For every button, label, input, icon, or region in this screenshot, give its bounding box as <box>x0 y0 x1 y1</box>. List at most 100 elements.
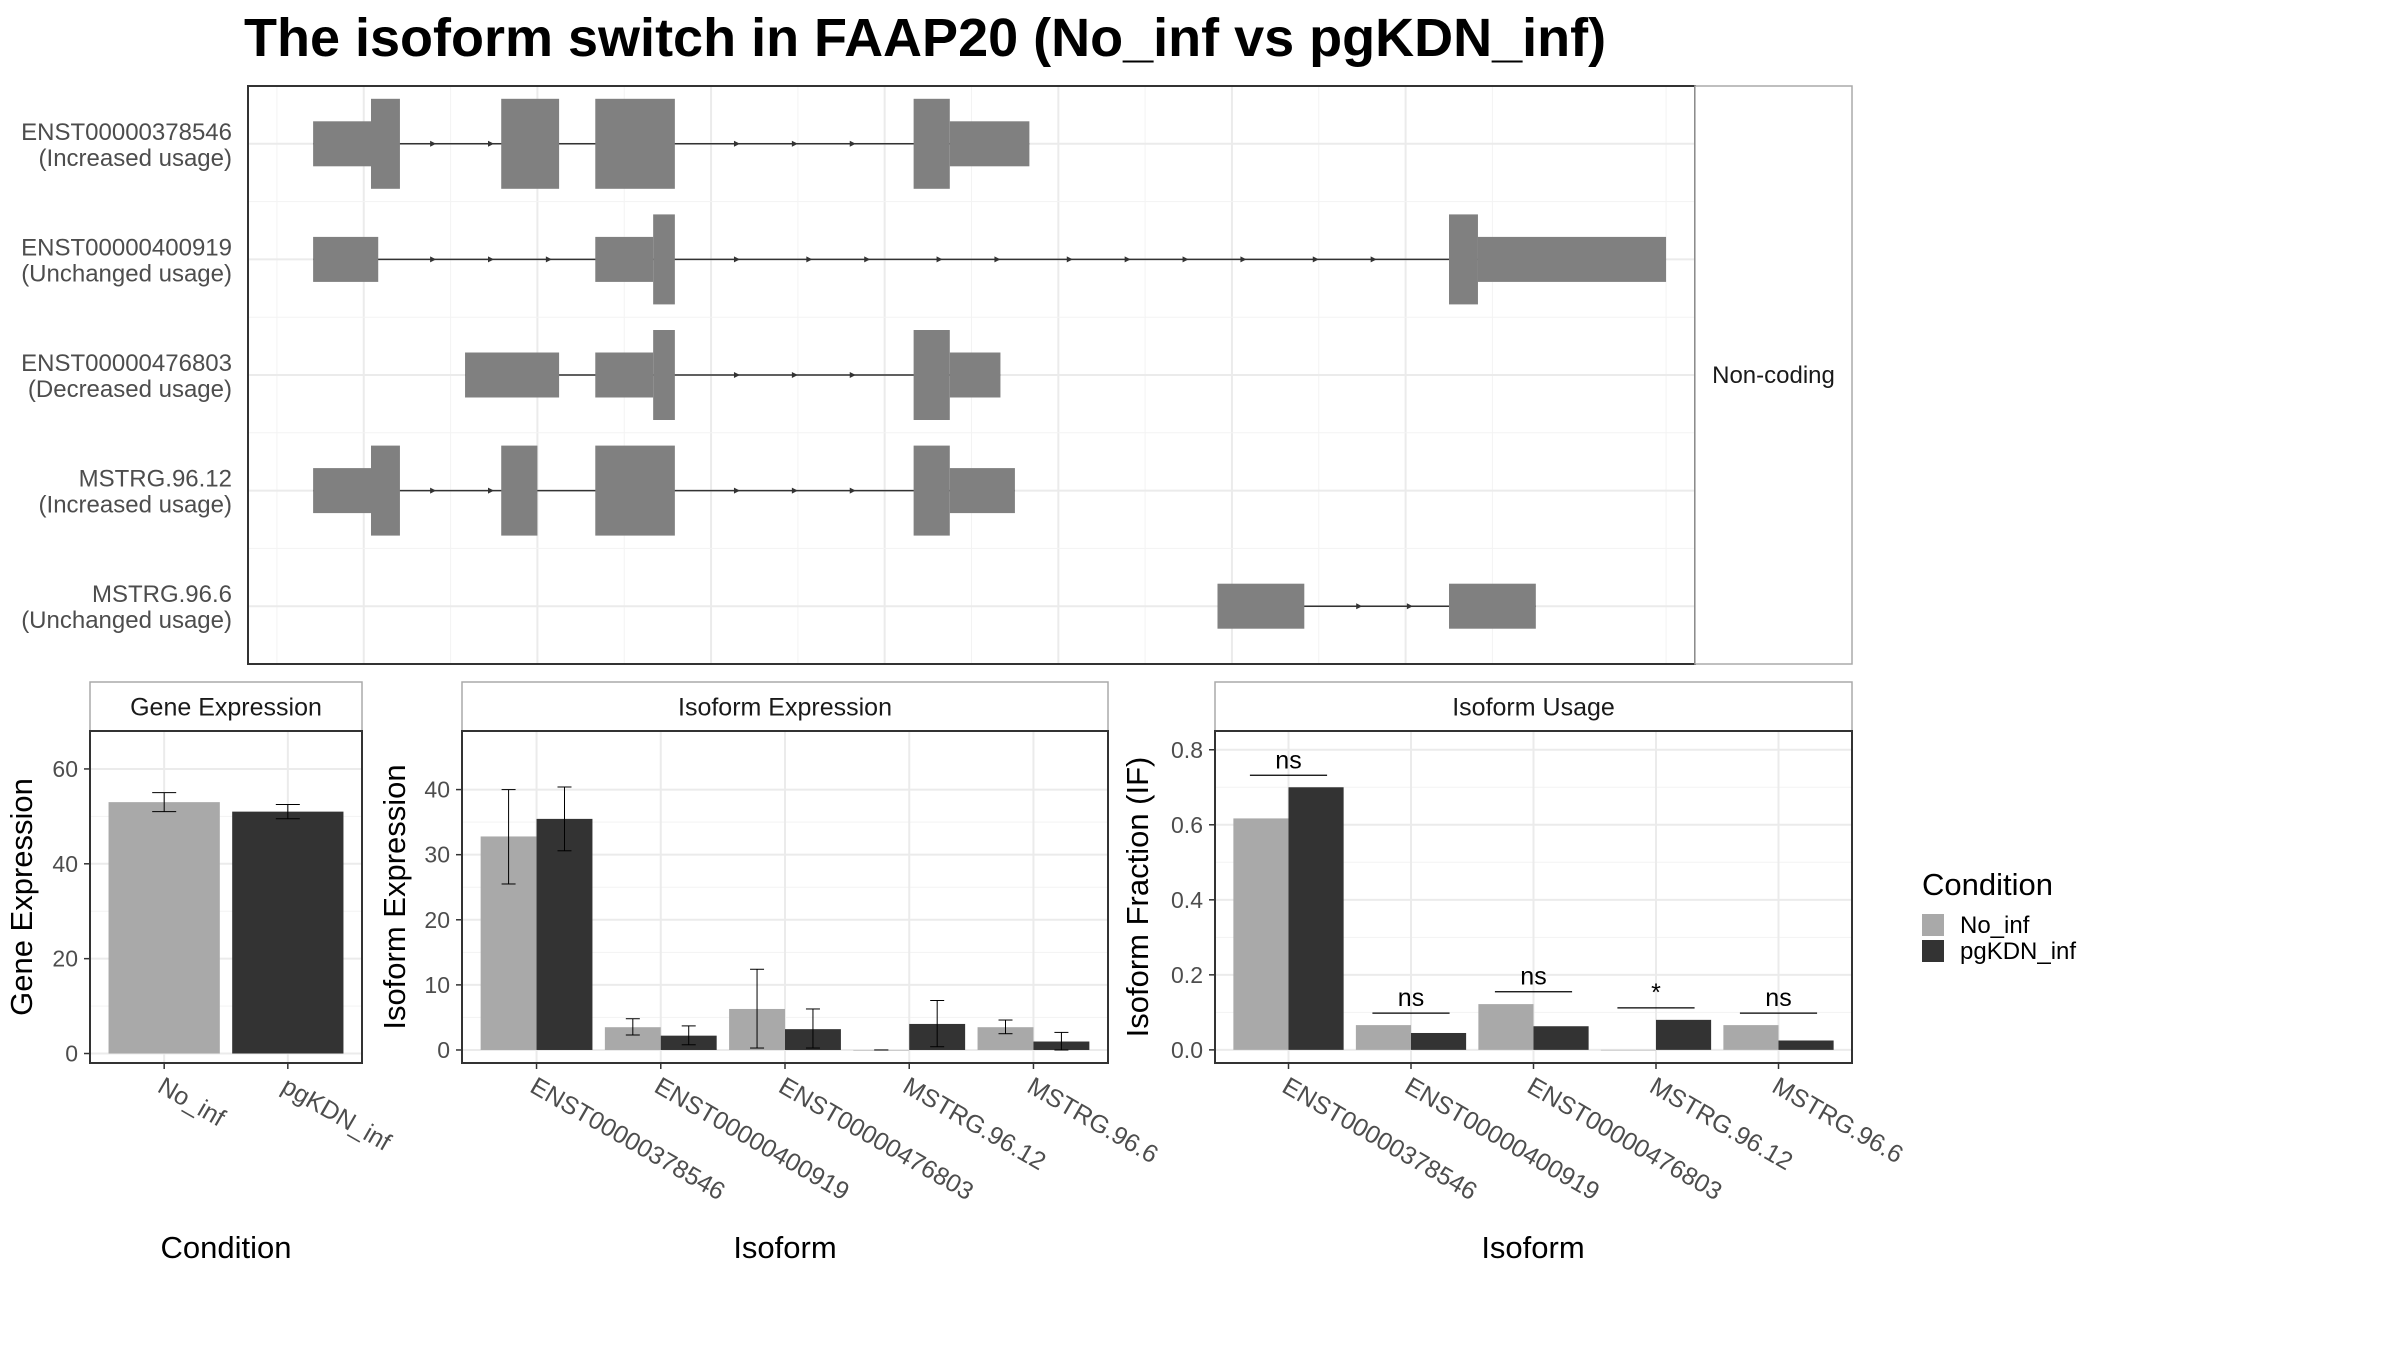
intron-arrow <box>849 487 856 494</box>
bar <box>1533 1026 1589 1050</box>
y-tick-label: 0.4 <box>1171 887 1203 913</box>
structure-side-strip <box>1694 85 1853 665</box>
intron-arrow <box>430 487 437 494</box>
intron-arrow <box>936 256 943 263</box>
bar <box>1288 787 1344 1050</box>
significance-label: * <box>1651 979 1661 1007</box>
y-tick-label: 0.2 <box>1171 962 1203 988</box>
intron-arrow <box>1240 256 1247 263</box>
panel-border <box>461 730 1109 1064</box>
panel-strip-label: Isoform Usage <box>1452 694 1615 722</box>
exon-block <box>370 98 400 189</box>
intron-arrow <box>849 140 856 147</box>
intron-arrow <box>487 487 494 494</box>
intron-arrow <box>733 140 740 147</box>
x-axis-title: Isoform <box>1481 1230 1584 1265</box>
significance-label: ns <box>1275 746 1301 774</box>
panel-border <box>89 730 363 1064</box>
transcript-usage-label: (Decreased usage) <box>28 376 232 403</box>
exon-block <box>370 445 400 536</box>
x-tick-label: ENST00000378546 <box>1278 1072 1482 1206</box>
exon-block <box>313 468 371 514</box>
y-tick-label: 0 <box>65 1041 78 1067</box>
intron-arrow <box>545 256 552 263</box>
y-tick-label: 0.6 <box>1171 812 1203 838</box>
x-tick-label: ENST00000400919 <box>1400 1072 1604 1206</box>
y-tick-label: 30 <box>424 842 450 868</box>
intron-arrow <box>864 256 871 263</box>
exon-block <box>1449 583 1536 629</box>
significance-label: ns <box>1520 963 1546 991</box>
exon-block <box>913 330 950 420</box>
transcript-label: ENST00000378546 <box>21 119 232 146</box>
exon-block <box>653 330 675 420</box>
panel-strip-label: Isoform Expression <box>678 694 892 722</box>
intron-arrow <box>994 256 1001 263</box>
y-tick-label: 0.8 <box>1171 737 1203 763</box>
exon-block <box>313 236 379 282</box>
y-tick-label: 0 <box>437 1037 450 1063</box>
structure-strip-label: Non-coding <box>1712 362 1835 389</box>
panel-border <box>1214 730 1853 1064</box>
y-tick-label: 10 <box>424 972 450 998</box>
x-axis-title: Isoform <box>733 1230 836 1265</box>
intron-arrow <box>487 140 494 147</box>
y-axis-title: Gene Expression <box>4 778 39 1016</box>
gene-expression-panel: Gene Expression 0 20 40 60 No_inf pgKDN_inf Con… <box>4 681 396 1265</box>
x-tick-label: No_inf <box>153 1072 230 1132</box>
intron-arrow <box>1406 603 1413 610</box>
exon-block <box>595 352 654 398</box>
exon-block <box>949 468 1015 514</box>
intron-arrow <box>791 140 798 147</box>
intron-arrow <box>733 256 740 263</box>
intron-arrow <box>1356 603 1363 610</box>
exon-block <box>949 121 1030 167</box>
y-tick-label: 60 <box>52 756 78 782</box>
intron-arrow <box>791 372 798 378</box>
isoform-expression-panel: Isoform Expression010203040ENST000003785… <box>377 681 1163 1265</box>
y-tick-label: 40 <box>424 777 450 803</box>
transcript-usage-label: (Unchanged usage) <box>21 607 232 634</box>
exon-block <box>595 98 675 189</box>
bar <box>1355 1025 1411 1050</box>
panel-strip <box>461 681 1109 732</box>
intron-arrow <box>733 487 740 494</box>
significance-label: ns <box>1398 984 1424 1012</box>
transcript-label: ENST00000476803 <box>21 350 232 377</box>
exon-block <box>1449 214 1478 305</box>
intron-arrow <box>806 256 813 263</box>
intron-arrow <box>791 487 798 494</box>
bar <box>536 818 593 1050</box>
bar <box>1723 1025 1779 1050</box>
bar <box>232 811 344 1054</box>
y-tick-label: 20 <box>424 907 450 933</box>
exon-block <box>501 445 538 536</box>
legend-title: Condition <box>1922 867 2053 902</box>
exon-block <box>949 352 1001 398</box>
y-tick-label: 20 <box>52 946 78 972</box>
x-tick-label: ENST00000476803 <box>1523 1072 1727 1206</box>
panel-strip <box>89 681 363 732</box>
figure-title: The isoform switch in FAAP20 (No_inf vs … <box>244 8 1606 68</box>
legend-swatch <box>1922 914 1944 936</box>
intron-arrow <box>1370 256 1377 263</box>
bar <box>1411 1032 1467 1050</box>
transcript-label: ENST00000400919 <box>21 234 232 261</box>
bar <box>977 1027 1034 1050</box>
intron-arrow <box>487 256 494 263</box>
y-axis-title: Isoform Fraction (IF) <box>1120 757 1155 1038</box>
intron-arrow <box>430 256 437 263</box>
exon-block <box>1217 583 1305 629</box>
transcript-usage-label: (Increased usage) <box>39 492 232 519</box>
y-tick-label: 0.0 <box>1171 1037 1203 1063</box>
intron-arrow <box>1066 256 1073 263</box>
transcript-label: MSTRG.96.12 <box>79 466 232 493</box>
x-tick-label: pgKDN_inf <box>277 1072 396 1157</box>
exon-block <box>313 121 371 167</box>
bar <box>1778 1040 1834 1050</box>
transcript-usage-label: (Unchanged usage) <box>21 260 232 287</box>
y-tick-label: 40 <box>52 851 78 877</box>
intron-arrow <box>430 140 437 147</box>
